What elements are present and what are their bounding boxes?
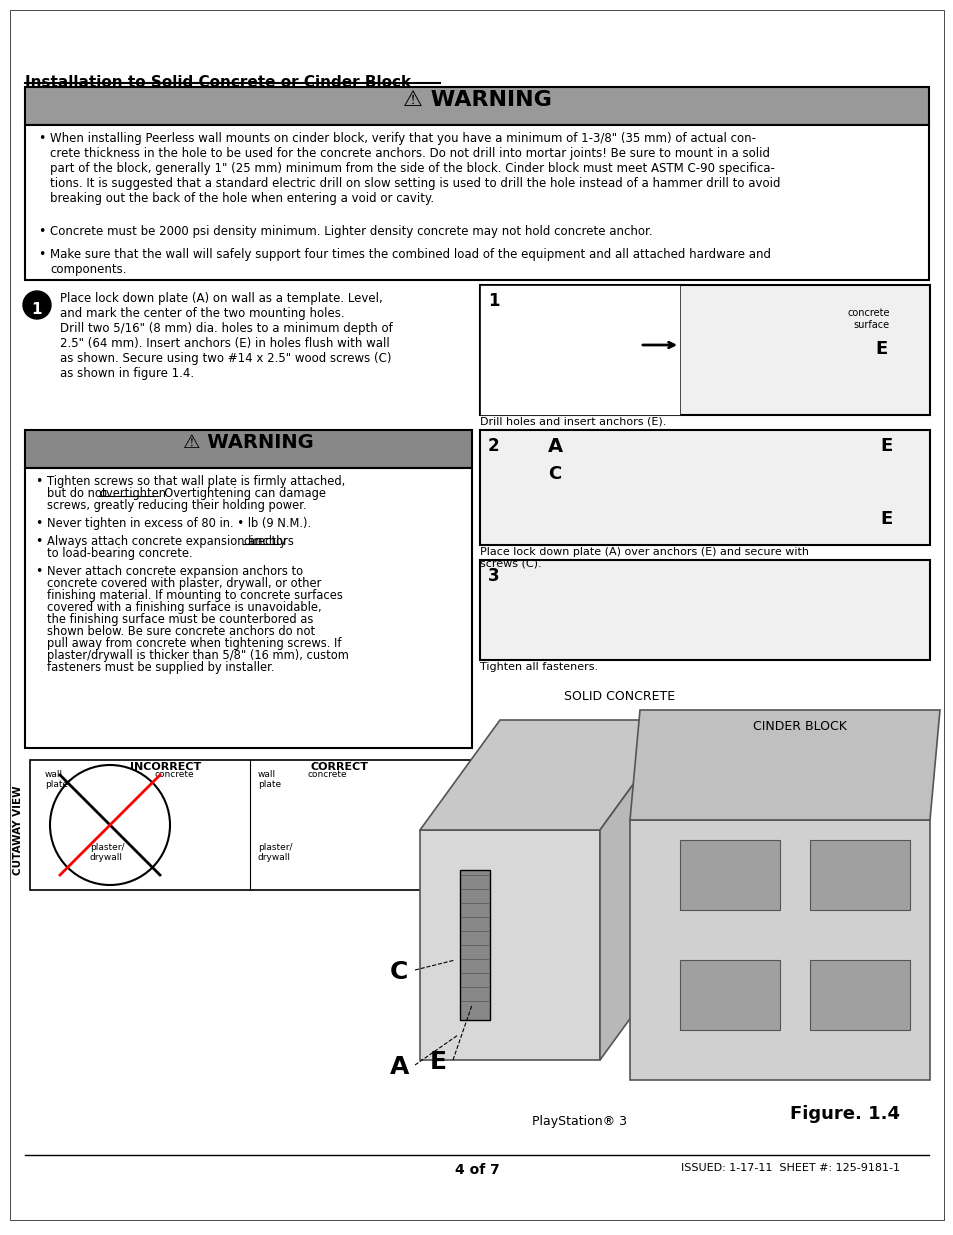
Text: PlayStation® 3: PlayStation® 3 bbox=[532, 1115, 627, 1128]
Text: but do not: but do not bbox=[47, 487, 110, 500]
Text: E: E bbox=[874, 340, 886, 358]
Text: covered with a finishing surface is unavoidable,: covered with a finishing surface is unav… bbox=[47, 601, 321, 614]
Text: E: E bbox=[879, 510, 891, 529]
Bar bbox=[30, 760, 470, 890]
Text: Drill holes and insert anchors (E).: Drill holes and insert anchors (E). bbox=[479, 417, 666, 427]
Text: ⚠ WARNING: ⚠ WARNING bbox=[182, 433, 313, 452]
Text: 3: 3 bbox=[488, 567, 499, 585]
Text: Always attach concrete expansion anchors: Always attach concrete expansion anchors bbox=[47, 535, 297, 548]
Polygon shape bbox=[629, 820, 929, 1079]
Text: plaster/
drywall: plaster/ drywall bbox=[257, 844, 293, 862]
Text: plaster/
drywall: plaster/ drywall bbox=[90, 844, 125, 862]
Bar bbox=[479, 559, 929, 659]
Text: the finishing surface must be counterbored as: the finishing surface must be counterbor… bbox=[47, 613, 313, 626]
Circle shape bbox=[23, 291, 51, 319]
Text: ⚠ WARNING: ⚠ WARNING bbox=[402, 90, 551, 110]
Bar bbox=[679, 960, 780, 1030]
Text: plaster/drywall is thicker than 5/8" (16 mm), custom: plaster/drywall is thicker than 5/8" (16… bbox=[47, 650, 349, 662]
Text: CORRECT: CORRECT bbox=[311, 762, 369, 772]
Polygon shape bbox=[419, 830, 599, 1060]
Text: C: C bbox=[390, 960, 408, 984]
Text: 2: 2 bbox=[488, 437, 499, 454]
Text: 1: 1 bbox=[488, 291, 499, 310]
Text: concrete: concrete bbox=[154, 769, 194, 779]
Text: Never tighten in excess of 80 in. • lb (9 N.M.).: Never tighten in excess of 80 in. • lb (… bbox=[47, 517, 311, 530]
Text: SOLID CONCRETE: SOLID CONCRETE bbox=[564, 690, 675, 703]
Text: to load-bearing concrete.: to load-bearing concrete. bbox=[47, 547, 193, 559]
Text: INCORRECT: INCORRECT bbox=[130, 762, 201, 772]
Text: Tighten all fasteners.: Tighten all fasteners. bbox=[479, 662, 598, 672]
Text: Figure. 1.4: Figure. 1.4 bbox=[789, 1105, 899, 1123]
Text: CINDER BLOCK: CINDER BLOCK bbox=[752, 720, 846, 734]
Text: When installing Peerless wall mounts on cinder block, verify that you have a min: When installing Peerless wall mounts on … bbox=[50, 132, 780, 205]
Text: Make sure that the wall will safely support four times the combined load of the : Make sure that the wall will safely supp… bbox=[50, 248, 770, 275]
Bar bbox=[25, 125, 928, 280]
Text: E: E bbox=[879, 437, 891, 454]
Text: concrete covered with plaster, drywall, or other: concrete covered with plaster, drywall, … bbox=[47, 577, 321, 590]
Bar bbox=[479, 285, 929, 415]
Text: concrete: concrete bbox=[308, 769, 347, 779]
Text: concrete
surface: concrete surface bbox=[846, 308, 889, 330]
Bar bbox=[479, 285, 679, 415]
Text: wall
plate: wall plate bbox=[45, 769, 68, 789]
Text: overtighten: overtighten bbox=[99, 487, 166, 500]
Text: E: E bbox=[430, 1050, 447, 1074]
Text: Never attach concrete expansion anchors to: Never attach concrete expansion anchors … bbox=[47, 564, 303, 578]
Text: •: • bbox=[35, 564, 42, 578]
Polygon shape bbox=[599, 720, 679, 1060]
Text: Place lock down plate (A) on wall as a template. Level,
and mark the center of t: Place lock down plate (A) on wall as a t… bbox=[60, 291, 393, 380]
Text: •: • bbox=[38, 248, 46, 261]
Text: •: • bbox=[35, 475, 42, 488]
Bar bbox=[25, 86, 928, 125]
Polygon shape bbox=[419, 720, 679, 830]
Text: •: • bbox=[38, 132, 46, 144]
Text: •: • bbox=[35, 517, 42, 530]
Text: ISSUED: 1-17-11  SHEET #: 125-9181-1: ISSUED: 1-17-11 SHEET #: 125-9181-1 bbox=[680, 1163, 899, 1173]
Bar bbox=[809, 840, 909, 910]
Text: directly: directly bbox=[243, 535, 286, 548]
Text: Place lock down plate (A) over anchors (E) and secure with
screws (C).: Place lock down plate (A) over anchors (… bbox=[479, 547, 808, 568]
Text: A: A bbox=[390, 1055, 409, 1079]
Text: . Overtightening can damage: . Overtightening can damage bbox=[157, 487, 326, 500]
Text: A: A bbox=[547, 437, 562, 456]
Text: screws, greatly reducing their holding power.: screws, greatly reducing their holding p… bbox=[47, 499, 306, 513]
Text: 4 of 7: 4 of 7 bbox=[455, 1163, 498, 1177]
Text: •: • bbox=[38, 225, 46, 238]
Text: 1: 1 bbox=[31, 303, 42, 317]
Text: Tighten screws so that wall plate is firmly attached,: Tighten screws so that wall plate is fir… bbox=[47, 475, 345, 488]
Text: CUTAWAY VIEW: CUTAWAY VIEW bbox=[13, 785, 23, 874]
Polygon shape bbox=[459, 869, 490, 1020]
Text: C: C bbox=[547, 466, 560, 483]
Polygon shape bbox=[629, 710, 939, 820]
Bar bbox=[679, 840, 780, 910]
Text: pull away from concrete when tightening screws. If: pull away from concrete when tightening … bbox=[47, 637, 341, 650]
Bar bbox=[809, 960, 909, 1030]
Text: •: • bbox=[35, 535, 42, 548]
Text: shown below. Be sure concrete anchors do not: shown below. Be sure concrete anchors do… bbox=[47, 625, 314, 638]
Text: wall
plate: wall plate bbox=[257, 769, 281, 789]
Bar bbox=[479, 430, 929, 545]
Text: fasteners must be supplied by installer.: fasteners must be supplied by installer. bbox=[47, 661, 274, 674]
Text: Concrete must be 2000 psi density minimum. Lighter density concrete may not hold: Concrete must be 2000 psi density minimu… bbox=[50, 225, 652, 238]
Bar bbox=[25, 468, 472, 748]
Text: finishing material. If mounting to concrete surfaces: finishing material. If mounting to concr… bbox=[47, 589, 342, 601]
Bar bbox=[25, 430, 472, 468]
Text: Installation to Solid Concrete or Cinder Block: Installation to Solid Concrete or Cinder… bbox=[25, 75, 411, 90]
